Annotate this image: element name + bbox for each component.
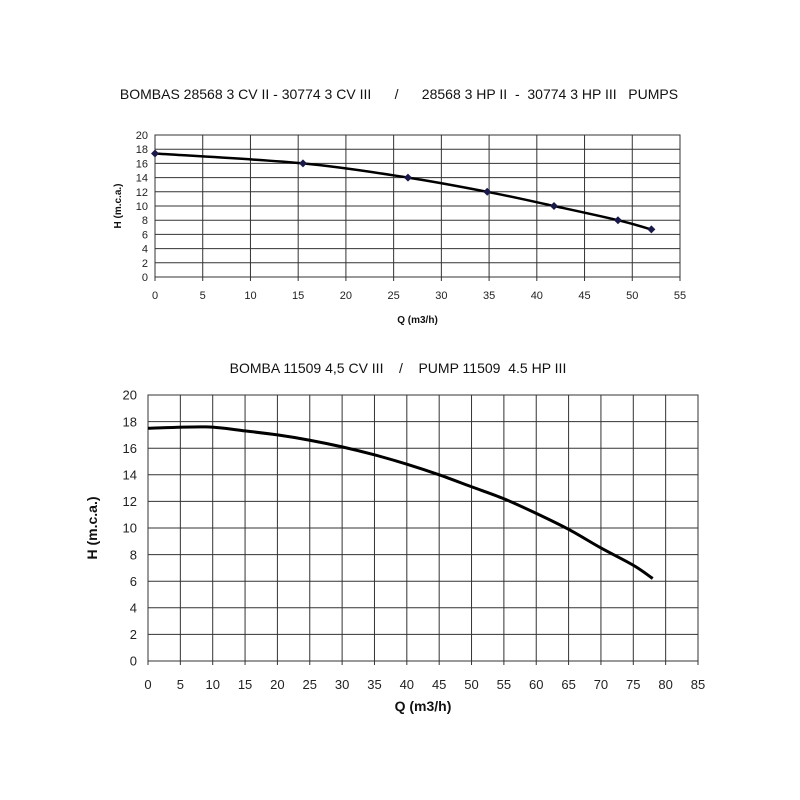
- y-tick-label: 6: [130, 574, 137, 589]
- x-tick-label: 5: [200, 290, 206, 302]
- pump-curve-line: [147, 425, 654, 580]
- y-tick-label: 12: [136, 187, 148, 199]
- y-tick-label: 12: [123, 494, 137, 509]
- y-tick-label: 14: [136, 173, 148, 185]
- x-tick-label: 5: [177, 677, 184, 692]
- x-tick-label: 35: [483, 290, 495, 302]
- y-tick-label: 20: [136, 130, 148, 142]
- y-tick-label: 20: [123, 388, 137, 403]
- data-point-marker: [151, 149, 159, 158]
- x-tick-label: 20: [340, 290, 352, 302]
- y-tick-label: 0: [130, 654, 137, 669]
- x-tick-label: 45: [578, 290, 590, 302]
- y-tick-label: 4: [142, 244, 148, 256]
- data-point-marker: [613, 216, 622, 225]
- x-tick-label: 10: [205, 677, 219, 692]
- x-tick-label: 0: [144, 677, 151, 692]
- y-tick-label: 0: [142, 272, 148, 284]
- y-tick-label: 8: [142, 215, 148, 227]
- x-tick-label: 35: [367, 677, 381, 692]
- y-tick-label: 6: [142, 229, 148, 241]
- y-tick-label: 2: [142, 258, 148, 270]
- data-point-marker: [647, 225, 656, 234]
- x-tick-label: 25: [388, 290, 400, 302]
- x-axis-label: Q (m3/h): [395, 698, 452, 714]
- x-tick-label: 80: [658, 677, 672, 692]
- x-tick-label: 45: [432, 677, 446, 692]
- data-point-marker: [483, 187, 492, 196]
- x-tick-label: 25: [303, 677, 317, 692]
- y-tick-label: 16: [136, 158, 148, 170]
- y-axis-label: H (m.c.a.): [84, 496, 100, 559]
- x-tick-label: 15: [238, 677, 252, 692]
- x-tick-label: 55: [497, 677, 511, 692]
- x-tick-label: 30: [435, 290, 447, 302]
- x-tick-label: 30: [335, 677, 349, 692]
- x-tick-label: 50: [626, 290, 638, 302]
- x-tick-label: 55: [674, 290, 686, 302]
- x-tick-label: 40: [531, 290, 543, 302]
- chart-title: BOMBAS 28568 3 CV II - 30774 3 CV III / …: [120, 86, 678, 102]
- y-tick-label: 16: [123, 441, 137, 456]
- x-tick-label: 50: [464, 677, 478, 692]
- x-tick-label: 60: [529, 677, 543, 692]
- pump-curve-line: [154, 152, 652, 231]
- y-tick-label: 18: [123, 414, 137, 429]
- y-tick-label: 4: [130, 600, 137, 615]
- chart-2: BOMBA 11509 4,5 CV III / PUMP 11509 4.5 …: [84, 360, 705, 714]
- x-axis-label: Q (m3/h): [397, 315, 438, 326]
- y-axis-label: H (m.c.a.): [113, 183, 124, 228]
- y-tick-label: 18: [136, 144, 148, 156]
- chart-title: BOMBA 11509 4,5 CV III / PUMP 11509 4.5 …: [230, 360, 567, 376]
- x-tick-label: 10: [244, 290, 256, 302]
- y-tick-label: 2: [130, 627, 137, 642]
- x-tick-label: 0: [152, 290, 158, 302]
- y-tick-label: 14: [123, 467, 137, 482]
- data-point-marker: [550, 202, 558, 210]
- data-point-marker: [298, 159, 307, 168]
- x-tick-label: 75: [626, 677, 640, 692]
- x-tick-label: 70: [594, 677, 608, 692]
- y-tick-label: 10: [123, 521, 137, 536]
- data-point-marker: [403, 173, 412, 182]
- x-tick-label: 65: [561, 677, 575, 692]
- y-tick-label: 8: [130, 547, 137, 562]
- x-tick-label: 40: [400, 677, 414, 692]
- x-tick-label: 15: [292, 290, 304, 302]
- x-tick-label: 85: [691, 677, 705, 692]
- chart-1: BOMBAS 28568 3 CV II - 30774 3 CV III / …: [113, 86, 686, 326]
- y-tick-label: 10: [136, 201, 148, 213]
- x-tick-label: 20: [270, 677, 284, 692]
